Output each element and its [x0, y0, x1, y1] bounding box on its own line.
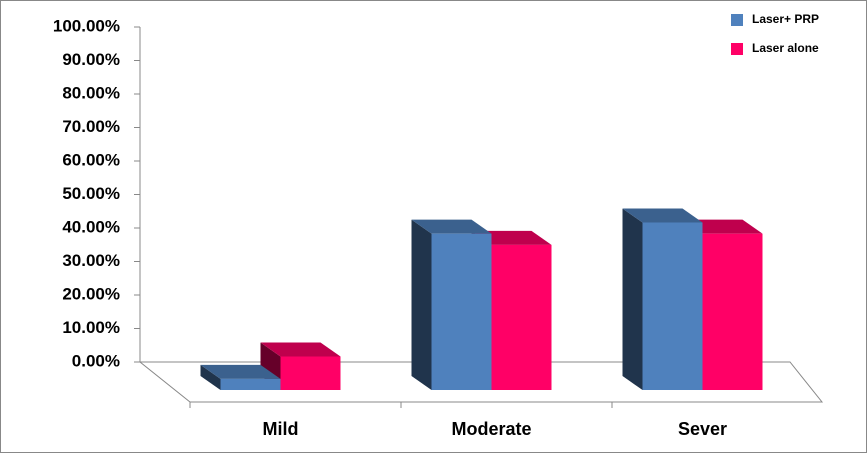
- bar-top: [260, 342, 341, 357]
- bar: [431, 233, 492, 390]
- bar: [491, 244, 552, 390]
- legend-label: Laser alone: [752, 41, 819, 55]
- legend-swatch: [731, 14, 743, 26]
- legend-label: Laser+ PRP: [752, 12, 819, 26]
- y-tick-label: 20.00%: [62, 284, 120, 303]
- y-tick-label: 60.00%: [62, 150, 120, 169]
- y-tick-label: 10.00%: [62, 318, 120, 337]
- bar-top: [411, 219, 492, 234]
- bar: [642, 222, 703, 390]
- x-tick-label: Mild: [263, 419, 299, 439]
- y-tick-label: 50.00%: [62, 184, 120, 203]
- x-tick-label: Sever: [678, 419, 727, 439]
- y-tick-label: 90.00%: [62, 50, 120, 69]
- legend-swatch: [731, 43, 743, 55]
- y-tick-label: 70.00%: [62, 117, 120, 136]
- bar: [702, 233, 763, 390]
- bar-side: [411, 219, 432, 390]
- bar-top: [622, 208, 703, 223]
- floor: [138, 361, 824, 403]
- bar-side: [200, 364, 221, 390]
- bar: [220, 378, 281, 390]
- bar-side: [622, 208, 643, 390]
- y-tick-label: 0.00%: [72, 351, 120, 370]
- x-tick-label: Moderate: [451, 419, 531, 439]
- bar-top: [200, 364, 281, 379]
- y-tick-label: 30.00%: [62, 251, 120, 270]
- y-tick-label: 100.00%: [53, 16, 120, 35]
- bar: [280, 356, 341, 390]
- y-tick-label: 80.00%: [62, 83, 120, 102]
- y-tick-label: 40.00%: [62, 217, 120, 236]
